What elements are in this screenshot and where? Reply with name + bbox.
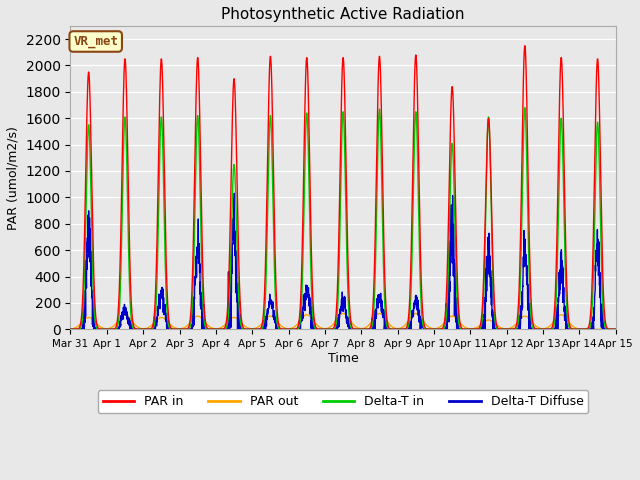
Legend: PAR in, PAR out, Delta-T in, Delta-T Diffuse: PAR in, PAR out, Delta-T in, Delta-T Dif…	[98, 390, 588, 413]
X-axis label: Time: Time	[328, 352, 358, 365]
Title: Photosynthetic Active Radiation: Photosynthetic Active Radiation	[221, 7, 465, 22]
Y-axis label: PAR (umol/m2/s): PAR (umol/m2/s)	[7, 126, 20, 229]
Text: VR_met: VR_met	[73, 35, 118, 48]
